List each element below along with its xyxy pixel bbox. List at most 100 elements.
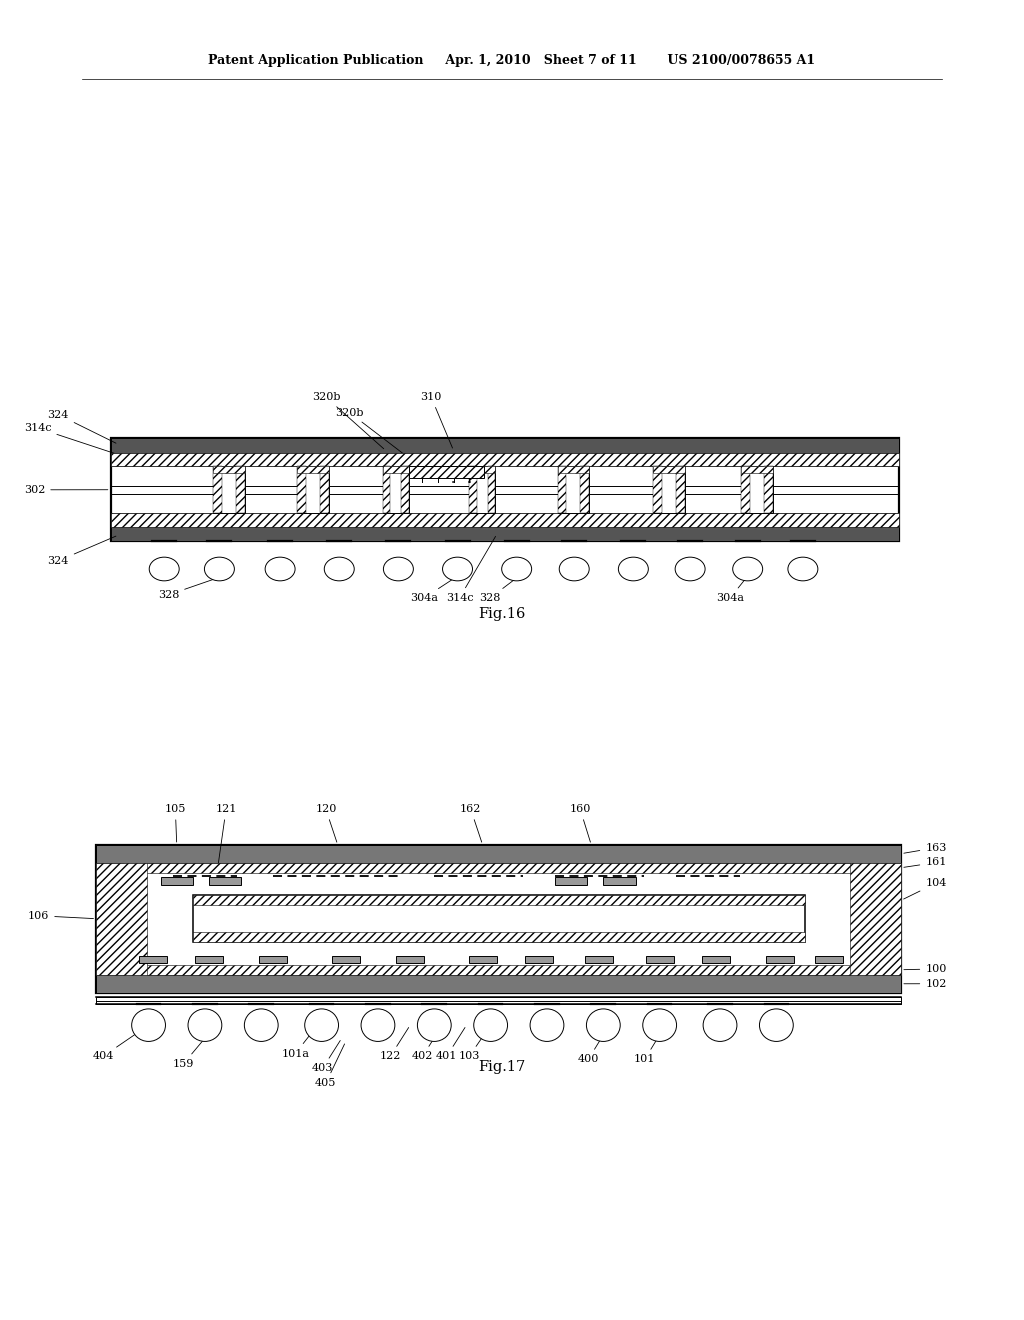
Bar <box>297 466 329 513</box>
Text: 121: 121 <box>215 804 237 870</box>
Bar <box>766 957 795 964</box>
Bar <box>111 453 899 466</box>
Ellipse shape <box>150 557 179 581</box>
Bar <box>469 466 496 473</box>
Ellipse shape <box>474 1008 508 1041</box>
Bar <box>383 466 390 513</box>
Bar <box>161 878 193 884</box>
Bar <box>653 466 662 513</box>
Ellipse shape <box>305 1008 339 1041</box>
Text: 304a: 304a <box>716 578 745 603</box>
Text: 160: 160 <box>569 804 591 842</box>
Bar <box>213 466 245 513</box>
Bar <box>555 878 587 884</box>
Ellipse shape <box>559 557 589 581</box>
Bar <box>764 466 773 513</box>
Ellipse shape <box>618 557 648 581</box>
Bar <box>488 466 496 513</box>
Text: Fig.16: Fig.16 <box>478 607 525 620</box>
Ellipse shape <box>733 557 763 581</box>
Ellipse shape <box>643 1008 677 1041</box>
Text: 101: 101 <box>634 1038 658 1064</box>
Text: 320b: 320b <box>311 392 384 449</box>
Bar <box>96 997 901 1005</box>
Bar <box>259 957 288 964</box>
Text: 106: 106 <box>28 911 93 921</box>
Bar <box>396 957 424 964</box>
Bar <box>213 466 222 513</box>
Bar <box>125 862 872 873</box>
Ellipse shape <box>418 1008 452 1041</box>
Text: 328: 328 <box>479 578 517 603</box>
Bar <box>409 466 483 478</box>
Ellipse shape <box>675 557 706 581</box>
Text: 159: 159 <box>173 1040 203 1069</box>
Bar <box>603 878 636 884</box>
Bar <box>850 862 901 975</box>
Ellipse shape <box>245 1008 279 1041</box>
Bar <box>125 862 872 975</box>
Text: Patent Application Publication     Apr. 1, 2010   Sheet 7 of 11       US 2100/00: Patent Application Publication Apr. 1, 2… <box>209 54 815 67</box>
Bar <box>332 957 359 964</box>
Bar <box>585 957 613 964</box>
Bar <box>111 438 899 541</box>
Bar <box>653 466 685 513</box>
Text: 100: 100 <box>904 964 946 974</box>
Ellipse shape <box>787 557 818 581</box>
Bar <box>741 466 773 513</box>
Bar <box>111 527 899 541</box>
Bar <box>297 466 329 473</box>
Bar <box>138 957 167 964</box>
Bar <box>581 466 589 513</box>
Bar <box>558 466 589 473</box>
Bar <box>125 965 872 975</box>
Bar <box>213 466 245 473</box>
Bar <box>236 466 245 513</box>
Bar <box>96 845 901 993</box>
Ellipse shape <box>530 1008 564 1041</box>
Bar <box>209 878 241 884</box>
Text: 102: 102 <box>904 978 946 989</box>
Bar <box>815 957 843 964</box>
Bar <box>96 862 147 975</box>
Ellipse shape <box>587 1008 621 1041</box>
Bar <box>383 466 409 513</box>
Bar <box>111 513 899 527</box>
Ellipse shape <box>132 1008 166 1041</box>
Text: 328: 328 <box>158 578 217 599</box>
Bar <box>193 895 805 942</box>
Bar <box>469 466 476 513</box>
Text: 401: 401 <box>436 1027 465 1061</box>
Text: 404: 404 <box>92 1027 146 1061</box>
Bar <box>558 466 589 513</box>
Text: 105: 105 <box>165 804 186 842</box>
Bar <box>297 466 306 513</box>
Bar <box>653 466 685 473</box>
Text: 324: 324 <box>47 536 116 566</box>
Text: 400: 400 <box>578 1038 602 1064</box>
Bar <box>469 957 497 964</box>
Ellipse shape <box>325 557 354 581</box>
Bar <box>701 957 730 964</box>
Ellipse shape <box>703 1008 737 1041</box>
Ellipse shape <box>265 557 295 581</box>
Bar <box>525 957 553 964</box>
Bar <box>645 957 674 964</box>
Text: 324: 324 <box>47 409 116 444</box>
Ellipse shape <box>188 1008 222 1041</box>
Bar <box>741 466 773 473</box>
Text: 161: 161 <box>904 858 946 867</box>
Text: 403: 403 <box>312 1040 340 1073</box>
Bar <box>469 466 496 513</box>
Text: 320b: 320b <box>335 408 407 457</box>
Bar <box>195 957 223 964</box>
Bar <box>401 466 409 513</box>
Bar <box>321 466 329 513</box>
Text: 120: 120 <box>315 804 337 842</box>
Ellipse shape <box>502 557 531 581</box>
Bar <box>193 895 805 906</box>
Text: 405: 405 <box>315 1044 344 1088</box>
Ellipse shape <box>442 557 472 581</box>
Bar <box>96 975 901 993</box>
Text: 103: 103 <box>459 1027 489 1061</box>
